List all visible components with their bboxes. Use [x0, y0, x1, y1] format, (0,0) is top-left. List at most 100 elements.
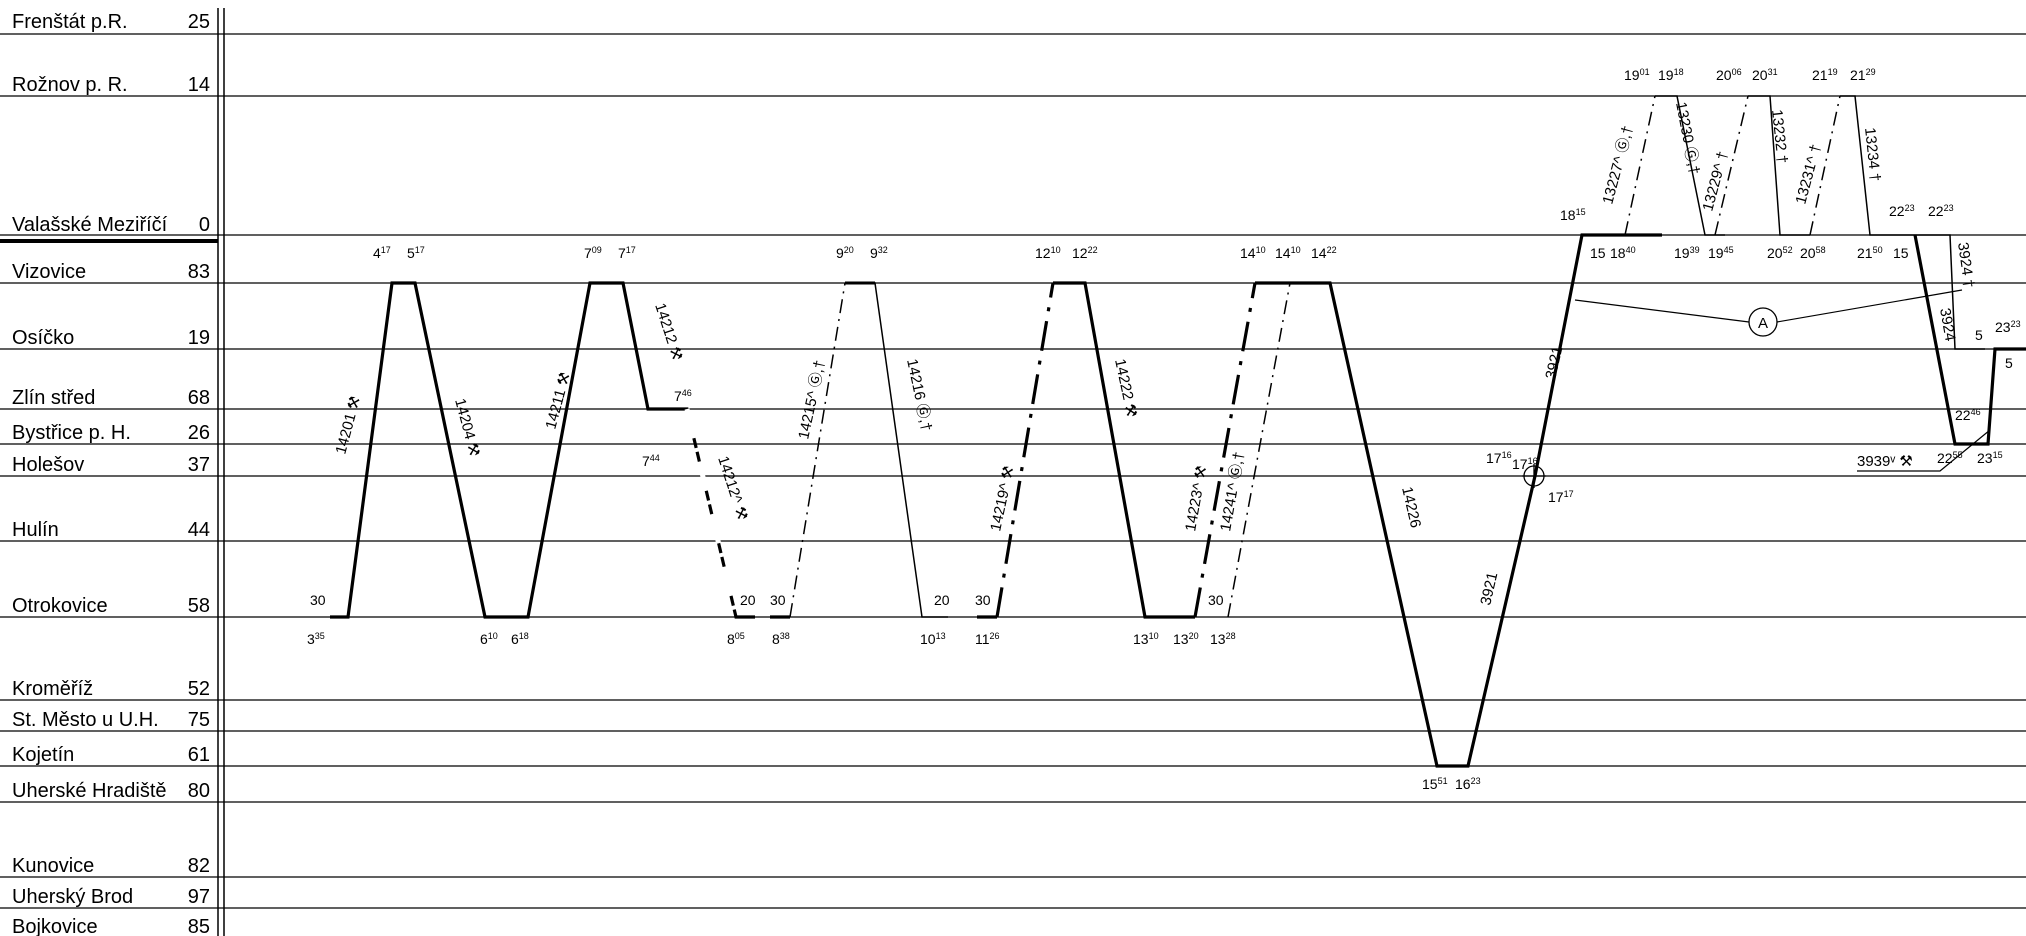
station-name: Zlín střed [12, 387, 95, 409]
time-label: 610 [480, 631, 498, 647]
time-label: 2223 [1889, 203, 1915, 219]
station-name: Vizovice [12, 261, 86, 283]
time-label: 1840 [1610, 245, 1636, 261]
station-name: Uherské Hradiště [12, 780, 167, 802]
station-name: Valašské Meziříčí [12, 214, 168, 236]
time-label: 618 [511, 631, 529, 647]
time-label: 2006 [1716, 67, 1742, 83]
train-path [1840, 95, 1915, 236]
station-name: Kroměříž [12, 678, 93, 700]
time-label: 2119 [1812, 67, 1838, 83]
station-name: Bystřice p. H. [12, 422, 131, 444]
station-name: Holešov [12, 454, 84, 476]
minute-label: 20 [934, 592, 950, 608]
station-lines [0, 33, 2026, 909]
station-name: Otrokovice [12, 595, 108, 617]
time-label: 932 [870, 245, 888, 261]
station-code: 37 [188, 454, 210, 476]
train-path [330, 281, 755, 619]
time-labels: 417 517 709 717 920 932 1210 1222 1410 1… [307, 67, 2021, 792]
station-name: Kojetín [12, 744, 74, 766]
station-code: 75 [188, 709, 210, 731]
minute-label: 5 [1975, 327, 1983, 343]
time-label: 1328 [1210, 631, 1236, 647]
train-number: 3924 [1936, 307, 1959, 343]
station-name: Frenštát p.R. [12, 11, 128, 33]
time-label: 335 [307, 631, 325, 647]
annotation-label: A [1758, 315, 1768, 332]
station-name: Kunovice [12, 855, 94, 877]
train-path [684, 408, 739, 618]
station-code: 97 [188, 886, 210, 908]
station-code: 26 [188, 422, 210, 444]
time-label: 1918 [1658, 67, 1684, 83]
time-label: 1551 [1422, 776, 1448, 792]
axis-double-line [217, 8, 225, 936]
time-label: 1422 [1311, 245, 1337, 261]
annotation-line [1857, 429, 1991, 472]
minute-label: 30 [975, 592, 991, 608]
time-label: 2246 [1955, 407, 1981, 423]
time-label: 1815 [1560, 207, 1586, 223]
time-label: 805 [727, 631, 745, 647]
time-label: 2315 [1977, 450, 2003, 466]
minute-label: 15 [1893, 245, 1909, 261]
train-number: 14241^ Ⓖ,† [1217, 451, 1248, 533]
train-path [1714, 95, 1749, 236]
time-label: 838 [772, 631, 790, 647]
station-code: 19 [188, 327, 210, 349]
time-label: 1013 [920, 631, 946, 647]
station-name: Hulín [12, 519, 59, 541]
station-code: 52 [188, 678, 210, 700]
station-code: 14 [188, 74, 210, 96]
station-code: 58 [188, 595, 210, 617]
annotation-circle [1748, 307, 1778, 337]
train-paths [330, 95, 2026, 768]
minute-labels: 30 20 30 20 30 30 15 15 5 5 [310, 245, 2013, 608]
marker-circles [1522, 307, 1778, 488]
train-number: 3924 † [1954, 241, 1977, 289]
time-label: 1901 [1624, 67, 1650, 83]
train-path [1053, 281, 1195, 619]
train-path [1255, 233, 1662, 768]
train-number: 3939ᵛ ⚒ [1857, 453, 1913, 470]
station-name: Rožnov p. R. [12, 74, 128, 96]
time-label: 2150 [1857, 245, 1883, 261]
time-label: 1410 [1240, 245, 1266, 261]
time-label: 1222 [1072, 245, 1098, 261]
time-label: 744 [642, 453, 660, 469]
time-label: 1939 [1674, 245, 1700, 261]
station-code: 83 [188, 261, 210, 283]
train-path [1809, 95, 1841, 236]
station-code: 68 [188, 387, 210, 409]
station-code: 80 [188, 780, 210, 802]
time-label: 1623 [1455, 776, 1481, 792]
minute-label: 30 [770, 592, 786, 608]
time-label: 2223 [1928, 203, 1954, 219]
time-label: 746 [674, 388, 692, 404]
train-number: 13234 † [1861, 127, 1884, 183]
station-code: 44 [188, 519, 210, 541]
minute-label: 20 [740, 592, 756, 608]
station-name: Uherský Brod [12, 886, 133, 908]
time-label: 709 [584, 245, 602, 261]
station-name: Osíčko [12, 327, 74, 349]
time-label: 2052 [1767, 245, 1793, 261]
time-label: 417 [373, 245, 391, 261]
time-label: 1210 [1035, 245, 1061, 261]
time-label: 1717 [1548, 489, 1574, 505]
minute-label: 5 [2005, 355, 2013, 371]
time-label: 517 [407, 245, 425, 261]
time-label: 1410 [1275, 245, 1301, 261]
train-path [789, 282, 846, 618]
time-label: 1716 [1486, 450, 1512, 466]
train-path [995, 282, 1055, 618]
station-code: 25 [188, 11, 210, 33]
minute-label: 15 [1590, 245, 1606, 261]
time-label: 2129 [1850, 67, 1876, 83]
time-label: 1320 [1173, 631, 1199, 647]
train-path [1748, 95, 1810, 236]
annotation-line [1574, 299, 1750, 323]
time-label: 1945 [1708, 245, 1734, 261]
